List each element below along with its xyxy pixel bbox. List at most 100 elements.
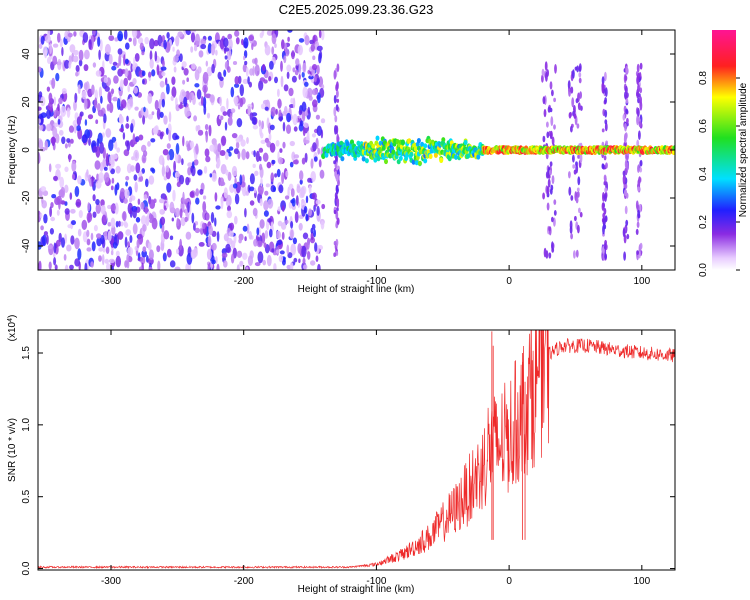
spectrogram-noise-cell bbox=[64, 166, 69, 173]
spectrogram-noise-cell bbox=[266, 30, 273, 36]
spectrogram-noise-cell bbox=[313, 75, 317, 83]
spectrogram-noise-cell bbox=[44, 34, 51, 44]
spectrogram-noise-cell bbox=[186, 77, 189, 82]
spectrogram-noise-cell bbox=[130, 165, 135, 172]
spectrogram-streak-cell bbox=[601, 82, 605, 90]
spectrogram-noise-cell bbox=[90, 232, 94, 241]
spectrogram-signal-cell bbox=[340, 156, 345, 162]
spectrogram-noise-cell bbox=[226, 66, 231, 73]
spectrogram-noise-cell bbox=[311, 133, 317, 138]
spectrogram-noise-cell bbox=[235, 141, 240, 149]
spectrogram-noise-cell bbox=[77, 228, 82, 237]
spectrogram-noise-cell bbox=[163, 39, 167, 50]
spectrogram-noise-cell bbox=[38, 152, 41, 164]
spectrogram-noise-cell bbox=[196, 89, 202, 100]
spectrogram-signal-cell bbox=[324, 152, 329, 158]
spectrogram-noise-cell bbox=[54, 264, 58, 270]
spectrogram-noise-cell bbox=[220, 197, 224, 210]
spectrogram-noise-cell bbox=[298, 109, 303, 116]
spectrogram-noise-cell bbox=[154, 99, 159, 111]
spectrogram-noise-cell bbox=[53, 175, 58, 181]
spectrogram-noise-cell bbox=[225, 200, 230, 207]
spectrogram-streak-cell bbox=[603, 194, 606, 199]
spectrogram-streak-cell bbox=[554, 64, 557, 74]
spectrogram-noise-cell bbox=[103, 166, 108, 171]
spectrogram-noise-cell bbox=[102, 132, 105, 138]
spectrogram-noise-cell bbox=[51, 194, 57, 199]
spectrogram-noise-cell bbox=[111, 65, 117, 71]
spectrogram-noise-cell bbox=[194, 83, 200, 88]
x-tick-label: -200 bbox=[234, 576, 254, 587]
spectrogram-noise-cell bbox=[166, 182, 172, 193]
spectrogram-noise-cell bbox=[189, 191, 195, 198]
spectrogram-noise-cell bbox=[299, 179, 303, 185]
spectrogram-noise-cell bbox=[242, 78, 249, 85]
spectrogram-noise-cell bbox=[229, 222, 235, 231]
spectrogram-noise-cell bbox=[136, 239, 140, 249]
spectrogram-noise-cell bbox=[224, 55, 228, 60]
spectrogram-noise-cell bbox=[57, 32, 61, 43]
spectrogram-streak-cell bbox=[575, 249, 579, 258]
spectrogram-streak-cell bbox=[577, 191, 580, 198]
spectrogram-noise-cell bbox=[173, 160, 177, 173]
spectrogram-noise-cell bbox=[302, 62, 307, 73]
spectrogram-noise-cell bbox=[99, 141, 104, 154]
spectrogram-noise-cell bbox=[145, 215, 150, 227]
spectrogram-noise-cell bbox=[308, 185, 312, 195]
spectrogram-streak-cell bbox=[603, 242, 607, 250]
spectrogram-noise-cell bbox=[313, 204, 316, 212]
spectrogram-noise-cell bbox=[270, 221, 274, 232]
spectrogram-noise-cell bbox=[290, 97, 294, 104]
spectrogram-noise-cell bbox=[179, 238, 183, 251]
spectrogram-noise-cell bbox=[114, 234, 117, 246]
spectrogram-noise-cell bbox=[301, 71, 305, 78]
spectrogram-noise-cell bbox=[174, 152, 179, 163]
spectrogram-streak-cell bbox=[570, 125, 573, 133]
spectrogram-noise-cell bbox=[141, 250, 147, 258]
x-tick-label: 100 bbox=[633, 276, 650, 287]
spectrogram-noise-cell bbox=[70, 208, 76, 214]
spectrogram-noise-cell bbox=[75, 65, 80, 72]
y-tick-label: 0 bbox=[21, 147, 32, 153]
spectrogram-noise-cell bbox=[104, 85, 110, 92]
spectrogram-noise-cell bbox=[287, 252, 293, 259]
spectrogram-noise-cell bbox=[143, 150, 148, 157]
spectrogram-noise-cell bbox=[40, 35, 45, 45]
spectrogram-noise-cell bbox=[73, 100, 77, 112]
spectrogram-noise-cell bbox=[248, 230, 252, 240]
spectrogram-streak-cell bbox=[567, 80, 571, 90]
spectrogram-streak-cell bbox=[573, 105, 576, 113]
spectrogram-noise-cell bbox=[185, 263, 190, 270]
spectrogram-noise-cell bbox=[122, 132, 126, 140]
spectrogram-streak-cell bbox=[546, 121, 549, 128]
spectrogram-noise-cell bbox=[293, 154, 300, 159]
spectrogram-signal-cell bbox=[364, 158, 369, 164]
spectrogram-noise-cell bbox=[200, 227, 204, 235]
spectrogram-noise-cell bbox=[126, 163, 132, 174]
spectrogram-streak-cell bbox=[578, 63, 582, 72]
spectrogram-noise-cell bbox=[259, 198, 263, 207]
spectrogram-noise-cell bbox=[64, 264, 69, 270]
spectrogram-noise-cell bbox=[128, 37, 132, 42]
spectrogram-noise-cell bbox=[125, 175, 130, 181]
spectrogram-noise-cell bbox=[239, 97, 244, 108]
colorbar-tick-label: 0.6 bbox=[698, 119, 709, 133]
spectrogram-signal-cell bbox=[391, 149, 396, 155]
spectrogram-noise-cell bbox=[303, 206, 308, 214]
spectrogram-streak-cell bbox=[577, 154, 580, 159]
spectrogram-noise-cell bbox=[276, 230, 281, 239]
spectrogram-noise-cell bbox=[87, 114, 94, 120]
spectrogram-noise-cell bbox=[251, 102, 254, 110]
spectrogram-streak-cell bbox=[570, 195, 574, 201]
spectrogram-noise-cell bbox=[91, 241, 96, 252]
spectrogram-noise-cell bbox=[234, 193, 240, 205]
spectrogram-noise-cell bbox=[43, 213, 48, 224]
spectrogram-noise-cell bbox=[140, 201, 145, 210]
spectrogram-noise-cell bbox=[172, 46, 175, 52]
spectrogram-noise-cell bbox=[198, 242, 205, 247]
spectrogram-noise-cell bbox=[264, 44, 271, 56]
y-tick-label: 1.5 bbox=[21, 346, 32, 360]
spectrogram-streak-cell bbox=[604, 187, 608, 193]
spectrogram-noise-cell bbox=[81, 219, 88, 230]
spectrogram-noise-cell bbox=[243, 55, 246, 61]
